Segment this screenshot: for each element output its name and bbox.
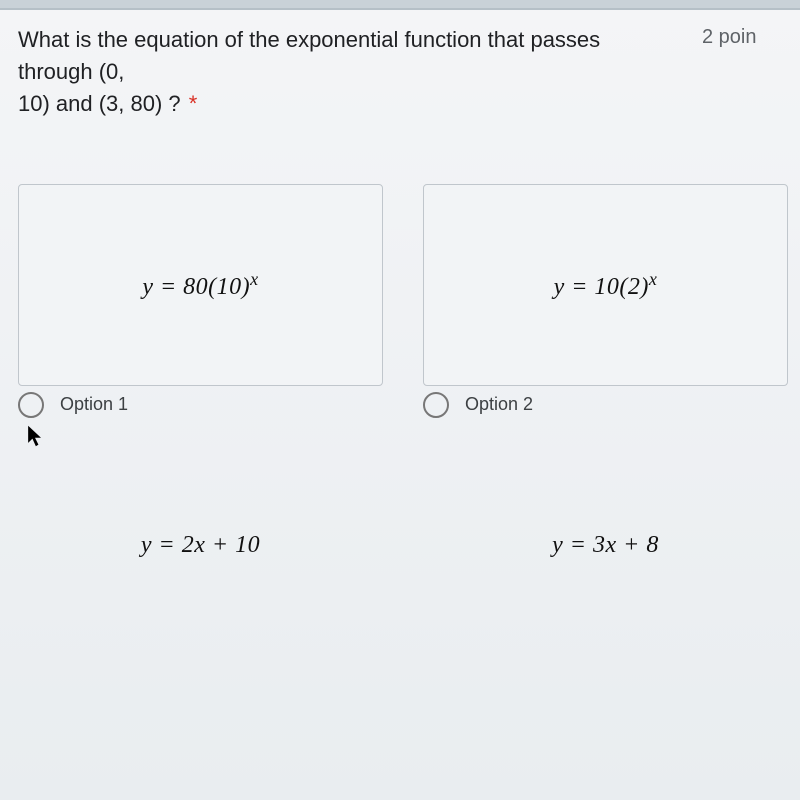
form-page: What is the equation of the exponential … (0, 0, 800, 800)
option-2-cell: y = 10(2)x Option 2 (423, 184, 788, 418)
option-4-card[interactable]: y = 3x + 8 (423, 446, 788, 646)
question-text: What is the equation of the exponential … (18, 24, 678, 120)
question-line-2: 10) and (3, 80) ? (18, 91, 181, 116)
option-4-equation: y = 3x + 8 (552, 532, 659, 559)
option-1-label-row[interactable]: Option 1 (18, 392, 383, 418)
points-label: 2 poin (702, 26, 757, 49)
option-4-cell: y = 3x + 8 (423, 446, 788, 646)
question-row: What is the equation of the exponential … (18, 24, 800, 120)
option-1-equation: y = 80(10)x (142, 269, 258, 301)
option-3-card[interactable]: y = 2x + 10 (18, 446, 383, 646)
option-2-equation: y = 10(2)x (554, 269, 658, 301)
option-3-equation: y = 2x + 10 (141, 532, 260, 559)
required-asterisk: * (189, 91, 198, 116)
option-1-label: Option 1 (60, 394, 128, 415)
option-1-cell: y = 80(10)x Option 1 (18, 184, 383, 418)
option-2-label-row[interactable]: Option 2 (423, 392, 788, 418)
option-2-radio[interactable] (423, 392, 449, 418)
question-line-1: What is the equation of the exponential … (18, 27, 600, 84)
options-grid: y = 80(10)x Option 1 y = 10(2)x Option 2 (18, 184, 800, 646)
option-3-cell: y = 2x + 10 (18, 446, 383, 646)
window-topbar (0, 0, 800, 10)
option-1-radio[interactable] (18, 392, 44, 418)
option-2-label: Option 2 (465, 394, 533, 415)
option-1-card[interactable]: y = 80(10)x (18, 184, 383, 386)
option-2-card[interactable]: y = 10(2)x (423, 184, 788, 386)
